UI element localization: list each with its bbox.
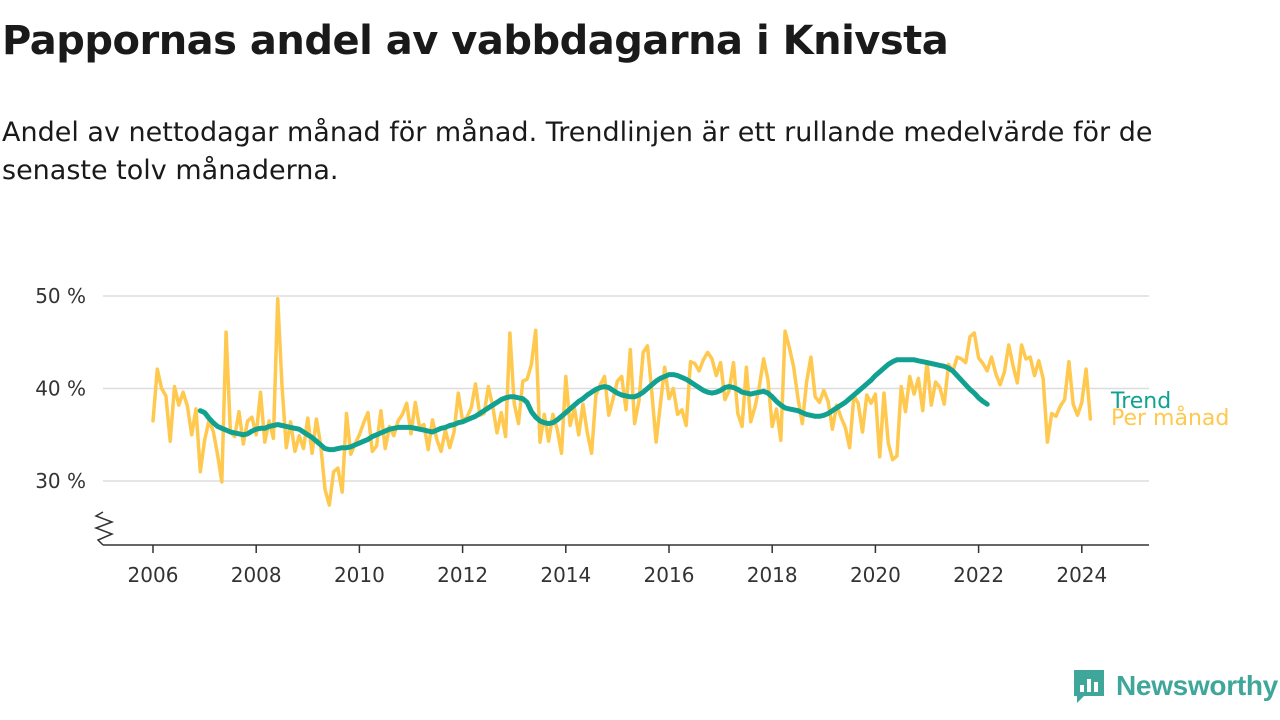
brand-name: Newsworthy [1116, 670, 1278, 701]
x-tick-label: 2024 [1056, 563, 1107, 587]
y-axis-ticks: 30 % 40 % 50 % [35, 284, 86, 493]
y-tick-label: 30 % [35, 469, 86, 493]
newsworthy-logo-icon [1074, 670, 1104, 703]
x-tick-label: 2016 [644, 563, 695, 587]
y-tick-label: 40 % [35, 377, 86, 401]
chart-title: Pappornas andel av vabbdagarna i Knivsta [2, 18, 949, 64]
x-tick-label: 2008 [231, 563, 282, 587]
x-tick-label: 2014 [540, 563, 591, 587]
x-tick-label: 2022 [953, 563, 1004, 587]
x-axis: 2006 2008 2010 2012 2014 2016 2018 2020 2022 2024 [93, 511, 1149, 587]
series-per-manad-line [151, 297, 1093, 507]
y-tick-label: 50 % [35, 284, 86, 308]
series-label-trend: Trend [1110, 389, 1171, 414]
axis-break-icon [93, 511, 115, 546]
x-tick-label: 2020 [850, 563, 901, 587]
x-tick-label: 2010 [334, 563, 385, 587]
series-trend-line [197, 357, 990, 453]
chart-subtitle: Andel av nettodagar månad för månad. Tre… [2, 117, 1153, 186]
series-lines [151, 297, 1093, 507]
x-tick-label: 2012 [437, 563, 488, 587]
series-label-per-manad: Per månad [1111, 405, 1229, 431]
x-tick-label: 2018 [747, 563, 798, 587]
newsworthy-logo: Newsworthy [1072, 666, 1278, 706]
x-tick-label: 2006 [128, 563, 179, 587]
